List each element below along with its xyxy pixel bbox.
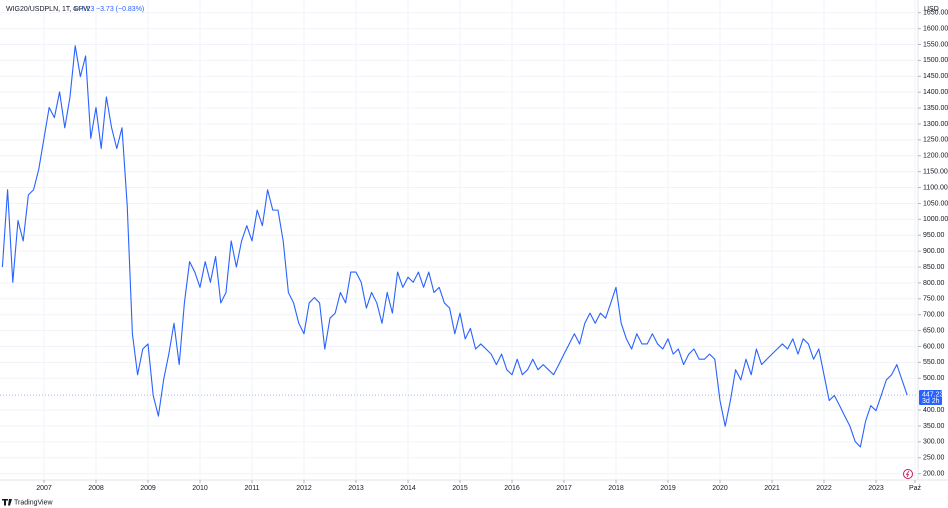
symbol-title: WIG20/USDPLN, 1T, GPW <box>6 6 90 13</box>
header-last-price: 447.23 <box>73 6 95 13</box>
x-tick-label: 2016 <box>504 485 520 492</box>
x-tick-label: 2010 <box>192 485 208 492</box>
brand-name: TradingView <box>14 499 53 506</box>
y-tick-label: 1600.00 <box>923 25 948 32</box>
countdown-label: 3d 2h <box>922 398 940 405</box>
y-tick-label: 950.00 <box>923 232 945 239</box>
y-tick-label: 700.00 <box>923 312 945 319</box>
y-tick-label: 1300.00 <box>923 121 948 128</box>
x-tick-label: 2020 <box>712 485 728 492</box>
y-tick-label: 900.00 <box>923 248 945 255</box>
y-tick-label: 1050.00 <box>923 200 948 207</box>
x-tick-label: 2014 <box>400 485 416 492</box>
y-tick-label: 1100.00 <box>923 184 948 191</box>
y-tick-label: 1500.00 <box>923 57 948 64</box>
x-tick-label: 2018 <box>608 485 624 492</box>
last-price-label: 447.23 <box>922 391 944 398</box>
x-tick-label: 2017 <box>556 485 572 492</box>
plot <box>0 45 918 448</box>
y-tick-label: 1650.00 <box>923 10 948 17</box>
x-tick-label: 2013 <box>348 485 364 492</box>
y-tick-label: 600.00 <box>923 343 945 350</box>
x-tick-label: Paź <box>909 485 922 492</box>
axis-unit: USD <box>924 6 939 13</box>
x-tick-label: 2015 <box>452 485 468 492</box>
y-tick-label: 400.00 <box>923 407 945 414</box>
y-tick-label: 1150.00 <box>923 168 948 175</box>
y-tick-label: 1200.00 <box>923 153 948 160</box>
y-tick-label: 250.00 <box>923 455 945 462</box>
last-price-box <box>919 390 942 406</box>
x-tick-label: 2011 <box>244 485 259 492</box>
y-tick-label: 1350.00 <box>923 105 948 112</box>
y-tick-label: 1450.00 <box>923 73 948 80</box>
brand-logo <box>2 499 12 506</box>
x-tick-label: 2021 <box>764 485 780 492</box>
y-tick-label: 1000.00 <box>923 216 948 223</box>
event-icon-bolt <box>905 470 910 478</box>
price-line <box>1 45 908 448</box>
y-tick-label: 1400.00 <box>923 89 948 96</box>
x-tick-label: 2008 <box>88 485 104 492</box>
y-tick-label: 650.00 <box>923 327 945 334</box>
y-tick-label: 500.00 <box>923 375 945 382</box>
y-tick-label: 850.00 <box>923 264 945 271</box>
x-tick-label: 2012 <box>296 485 312 492</box>
x-tick-label: 2009 <box>140 485 156 492</box>
x-tick-label: 2007 <box>36 485 52 492</box>
x-tick-label: 2022 <box>816 485 832 492</box>
header-change: −3.73 (−0.83%) <box>96 6 144 13</box>
y-tick-label: 300.00 <box>923 439 945 446</box>
y-tick-label: 200.00 <box>923 470 945 477</box>
y-tick-label: 1550.00 <box>923 41 948 48</box>
x-tick-label: 2023 <box>868 485 884 492</box>
y-tick-label: 1250.00 <box>923 137 948 144</box>
grid <box>0 0 918 480</box>
y-tick-label: 350.00 <box>923 423 945 430</box>
event-icon[interactable] <box>903 469 913 479</box>
x-tick-label: 2019 <box>660 485 676 492</box>
y-tick-label: 800.00 <box>923 280 945 287</box>
y-tick-label: 550.00 <box>923 359 945 366</box>
y-tick-label: 750.00 <box>923 296 945 303</box>
